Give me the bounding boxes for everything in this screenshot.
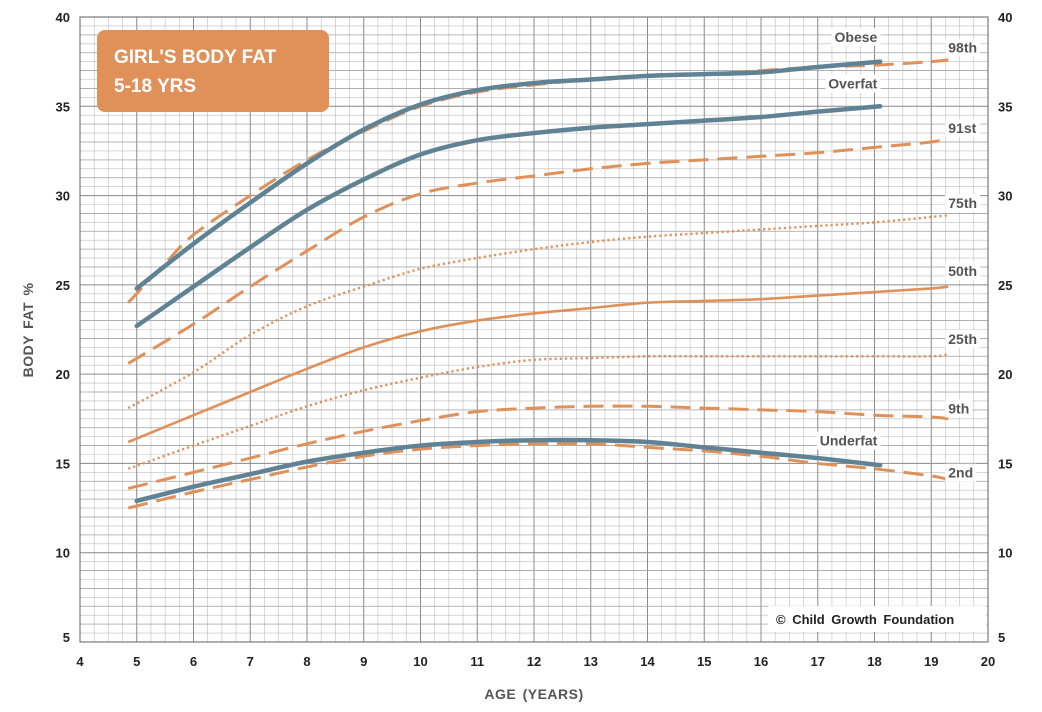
series-label-background xyxy=(825,74,881,93)
y-axis-title: BODY FAT % xyxy=(20,283,36,378)
series-label-25th: 25th xyxy=(948,331,977,347)
grid-major xyxy=(79,16,989,643)
x-tick-label: 15 xyxy=(697,654,711,669)
y-tick-label-right: 35 xyxy=(998,99,1012,114)
title-line-2: 5-18 YRS xyxy=(114,76,196,97)
series-label-98th: 98th xyxy=(948,40,977,56)
title-box: GIRL'S BODY FAT 5-18 YRS xyxy=(97,30,329,112)
y-tick-label-left: 25 xyxy=(56,278,70,293)
series-labels: Obese 98th Overfat 91st 75th 50th 25th 9th Under… xyxy=(816,28,981,482)
y-tick-label-left: 5 xyxy=(63,630,70,645)
x-tick-label: 18 xyxy=(867,654,881,669)
series-label-background xyxy=(831,28,881,46)
series-line-91st xyxy=(127,136,949,365)
y-tick-label-right: 15 xyxy=(998,456,1012,471)
x-tick-label: 7 xyxy=(247,654,254,669)
series-label-background xyxy=(945,329,981,348)
y-tick-label-left: 30 xyxy=(56,189,70,204)
series-label-obese: Obese xyxy=(835,29,878,45)
series-line-underfat xyxy=(134,437,883,504)
series-label-background xyxy=(945,119,980,138)
series-label-background xyxy=(945,38,981,57)
series-line-50th xyxy=(127,285,949,444)
x-tick-label: 6 xyxy=(190,654,197,669)
y-tick-label-right: 25 xyxy=(998,278,1012,293)
x-tick-label: 5 xyxy=(133,654,140,669)
y-tick-label-left: 35 xyxy=(56,99,70,114)
x-tick-label: 14 xyxy=(640,654,655,669)
x-tick-label: 17 xyxy=(811,654,825,669)
x-tick-label: 8 xyxy=(303,654,310,669)
x-tick-label: 4 xyxy=(76,654,84,669)
y-tick-label-right: 5 xyxy=(998,630,1005,645)
series-line-obese xyxy=(134,59,883,291)
series-line-9th xyxy=(127,404,949,490)
series-label-75th: 75th xyxy=(948,195,977,211)
y-tick-label-left: 20 xyxy=(56,367,70,382)
x-tick-label: 9 xyxy=(360,654,367,669)
series-label-background xyxy=(816,431,881,450)
x-tick-label: 19 xyxy=(924,654,938,669)
copyright-text: © Child Growth Foundation xyxy=(776,612,954,627)
series-label-background xyxy=(945,463,977,482)
plot-frame xyxy=(79,16,989,643)
x-tick-label: 20 xyxy=(981,654,995,669)
y-tick-label-left: 15 xyxy=(56,456,70,471)
y-tick-label-right: 30 xyxy=(998,189,1012,204)
copyright-background xyxy=(768,606,986,632)
series-line-2nd xyxy=(127,441,949,510)
series-label-9th: 9th xyxy=(948,400,969,416)
copyright-box: © Child Growth Foundation xyxy=(768,606,986,632)
y-tick-label-right: 20 xyxy=(998,367,1012,382)
y-tick-label-left: 10 xyxy=(56,546,70,561)
series-line-75th xyxy=(127,214,949,410)
x-tick-label: 11 xyxy=(470,654,484,669)
title-line-1: GIRL'S BODY FAT xyxy=(114,47,277,68)
series-label-overfat: Overfat xyxy=(828,75,877,91)
series-label-background xyxy=(945,194,981,213)
x-axis-title: AGE (YEARS) xyxy=(484,686,583,702)
x-tick-label: 12 xyxy=(527,654,541,669)
title-background xyxy=(97,30,329,112)
series-line-overfat xyxy=(134,104,883,329)
y-tick-label-left: 40 xyxy=(56,10,70,25)
x-tick-label: 10 xyxy=(413,654,427,669)
series-label-underfat: Underfat xyxy=(820,433,878,449)
y-tick-label-right: 10 xyxy=(998,546,1012,561)
series-label-2nd: 2nd xyxy=(948,465,973,481)
series-label-50th: 50th xyxy=(948,263,977,279)
x-tick-label: 16 xyxy=(754,654,768,669)
x-tick-label: 13 xyxy=(584,654,598,669)
series-layer xyxy=(127,58,949,510)
series-label-91st: 91st xyxy=(948,120,976,136)
series-label-background xyxy=(945,399,973,418)
y-tick-label-right: 40 xyxy=(998,10,1012,25)
series-label-background xyxy=(945,261,981,280)
